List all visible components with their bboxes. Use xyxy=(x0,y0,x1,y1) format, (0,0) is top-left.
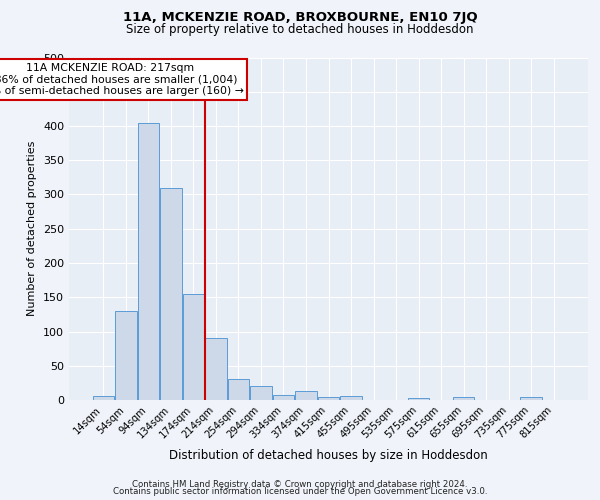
Bar xyxy=(160,188,182,400)
Y-axis label: Number of detached properties: Number of detached properties xyxy=(28,141,37,316)
Bar xyxy=(520,396,542,400)
Bar xyxy=(92,396,114,400)
Bar xyxy=(115,311,137,400)
Text: Size of property relative to detached houses in Hoddesdon: Size of property relative to detached ho… xyxy=(126,22,474,36)
Bar xyxy=(182,294,204,400)
Bar xyxy=(228,380,249,400)
Bar xyxy=(273,394,294,400)
Bar xyxy=(250,386,272,400)
X-axis label: Distribution of detached houses by size in Hoddesdon: Distribution of detached houses by size … xyxy=(169,449,488,462)
Bar xyxy=(408,398,429,400)
Bar xyxy=(295,391,317,400)
Bar xyxy=(318,396,339,400)
Bar xyxy=(340,396,362,400)
Bar xyxy=(453,396,475,400)
Text: Contains HM Land Registry data © Crown copyright and database right 2024.: Contains HM Land Registry data © Crown c… xyxy=(132,480,468,489)
Text: 11A, MCKENZIE ROAD, BROXBOURNE, EN10 7JQ: 11A, MCKENZIE ROAD, BROXBOURNE, EN10 7JQ xyxy=(122,12,478,24)
Bar xyxy=(137,122,159,400)
Text: 11A MCKENZIE ROAD: 217sqm
← 86% of detached houses are smaller (1,004)
14% of se: 11A MCKENZIE ROAD: 217sqm ← 86% of detac… xyxy=(0,63,244,96)
Text: Contains public sector information licensed under the Open Government Licence v3: Contains public sector information licen… xyxy=(113,487,487,496)
Bar xyxy=(205,338,227,400)
